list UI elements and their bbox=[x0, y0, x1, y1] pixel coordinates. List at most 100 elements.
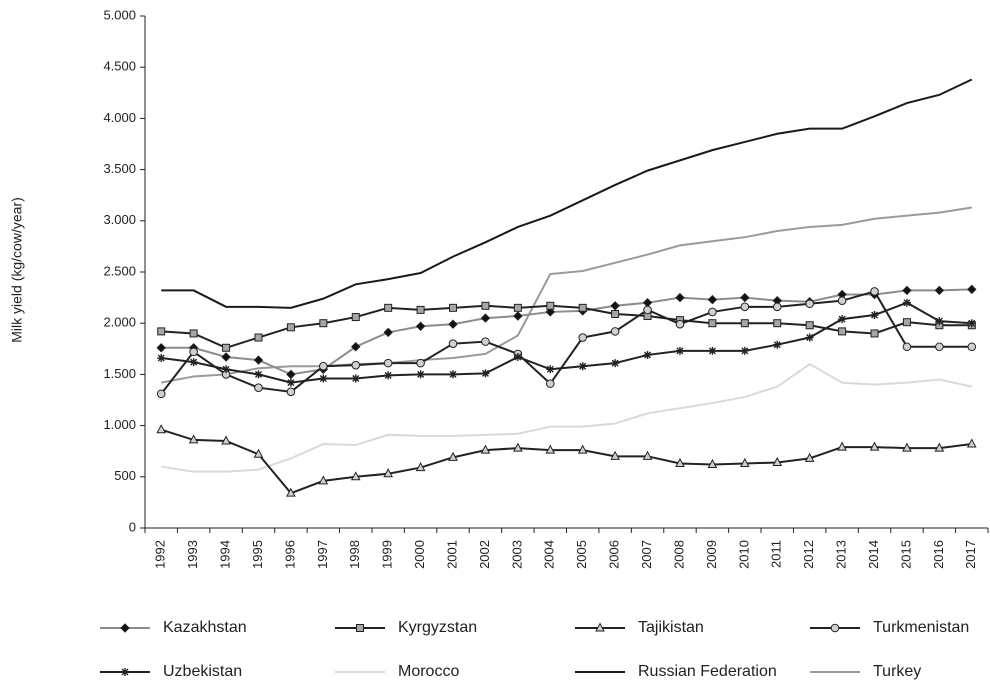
y-tick-label: 1.500 bbox=[103, 366, 136, 381]
series-marker bbox=[578, 303, 587, 312]
series-marker bbox=[351, 374, 360, 383]
y-axis-label: Milk yield (kg/cow/year) bbox=[9, 197, 25, 342]
series-marker bbox=[156, 389, 166, 399]
series-marker bbox=[708, 319, 717, 328]
series-marker bbox=[383, 327, 393, 338]
series-line bbox=[161, 362, 973, 473]
y-tick-label: 500 bbox=[114, 468, 136, 483]
series-marker bbox=[675, 457, 685, 467]
series-marker bbox=[545, 379, 555, 388]
series-marker bbox=[740, 319, 749, 328]
series-marker bbox=[772, 456, 783, 466]
y-tick-label: 4.500 bbox=[103, 59, 136, 74]
series-marker bbox=[902, 342, 912, 352]
series-marker bbox=[449, 370, 458, 379]
series-marker bbox=[805, 333, 814, 342]
series-marker bbox=[902, 318, 911, 327]
x-tick-label: 2010 bbox=[736, 540, 751, 569]
series-marker bbox=[545, 307, 555, 317]
legend-marker bbox=[121, 668, 129, 676]
series-marker bbox=[740, 346, 749, 355]
series-line bbox=[160, 290, 972, 395]
series-marker bbox=[188, 434, 199, 444]
series-marker bbox=[642, 450, 653, 460]
series-marker bbox=[902, 285, 912, 296]
series-marker bbox=[804, 452, 815, 462]
series-marker bbox=[416, 305, 425, 314]
series-marker bbox=[156, 343, 166, 353]
series-marker bbox=[513, 311, 523, 321]
series-marker bbox=[967, 284, 977, 295]
series-marker bbox=[351, 313, 360, 322]
y-tick-label: 2.500 bbox=[103, 263, 136, 278]
series-marker bbox=[934, 442, 945, 452]
series-marker bbox=[286, 378, 295, 387]
x-tick-label: 2008 bbox=[671, 540, 686, 569]
series-marker bbox=[967, 319, 976, 328]
x-tick-label: 2009 bbox=[704, 540, 719, 569]
legend-marker bbox=[595, 622, 605, 632]
series-marker bbox=[157, 327, 166, 336]
legend-label: Turkey bbox=[873, 663, 921, 680]
series-marker bbox=[448, 319, 458, 329]
series-marker bbox=[222, 365, 231, 374]
series-marker bbox=[253, 448, 264, 458]
x-tick-label: 2013 bbox=[834, 540, 849, 569]
series-marker bbox=[480, 313, 491, 323]
series-marker bbox=[221, 352, 231, 362]
x-tick-label: 2002 bbox=[477, 540, 492, 569]
series-marker bbox=[707, 294, 718, 305]
y-tick-label: 0 bbox=[129, 519, 136, 534]
series-marker bbox=[837, 296, 847, 305]
series-marker bbox=[449, 303, 458, 312]
series-marker bbox=[935, 317, 944, 326]
series-marker bbox=[642, 298, 653, 308]
series-marker bbox=[643, 350, 652, 359]
series-marker bbox=[838, 327, 847, 336]
series-marker bbox=[577, 444, 588, 454]
x-tick-label: 2017 bbox=[963, 540, 978, 569]
series-marker bbox=[708, 346, 717, 355]
series-marker bbox=[611, 359, 620, 368]
series-line bbox=[161, 206, 972, 384]
series-line bbox=[161, 288, 972, 376]
x-tick-label: 1998 bbox=[347, 540, 362, 569]
series-marker bbox=[675, 319, 685, 329]
series-marker bbox=[383, 468, 394, 478]
series-marker bbox=[643, 305, 652, 315]
series-line bbox=[161, 78, 973, 309]
series-line bbox=[161, 301, 972, 384]
y-tick-label: 4.000 bbox=[103, 110, 136, 125]
series-marker bbox=[934, 285, 945, 296]
series-line bbox=[160, 428, 972, 495]
series-marker bbox=[675, 346, 684, 355]
series-marker bbox=[610, 301, 620, 311]
y-tick-label: 2.000 bbox=[103, 315, 136, 330]
legend-label: Uzbekistan bbox=[163, 663, 242, 680]
x-tick-label: 2012 bbox=[801, 540, 816, 569]
series-marker bbox=[416, 370, 425, 379]
series-marker bbox=[189, 329, 198, 338]
series-marker bbox=[967, 342, 977, 352]
x-tick-label: 2001 bbox=[444, 540, 459, 569]
legend-label: Morocco bbox=[398, 663, 459, 680]
x-tick-label: 2007 bbox=[639, 540, 654, 569]
x-tick-label: 1995 bbox=[250, 540, 265, 569]
legend-label: Turkmenistan bbox=[873, 619, 969, 636]
x-tick-label: 2015 bbox=[898, 540, 913, 569]
x-tick-label: 2005 bbox=[574, 540, 589, 569]
x-tick-label: 2016 bbox=[931, 540, 946, 569]
series-marker bbox=[578, 333, 588, 342]
series-marker bbox=[351, 360, 361, 370]
x-tick-label: 1996 bbox=[282, 540, 297, 569]
series-marker bbox=[350, 471, 361, 481]
series-marker bbox=[351, 342, 361, 352]
y-tick-label: 5.000 bbox=[103, 7, 136, 22]
x-tick-label: 2003 bbox=[509, 540, 524, 569]
legend-label: Russian Federation bbox=[638, 663, 777, 680]
series-marker bbox=[319, 361, 328, 371]
x-tick-label: 2004 bbox=[542, 540, 557, 569]
series-marker bbox=[415, 462, 426, 472]
x-tick-label: 2011 bbox=[769, 540, 784, 568]
legend-marker bbox=[120, 623, 130, 633]
